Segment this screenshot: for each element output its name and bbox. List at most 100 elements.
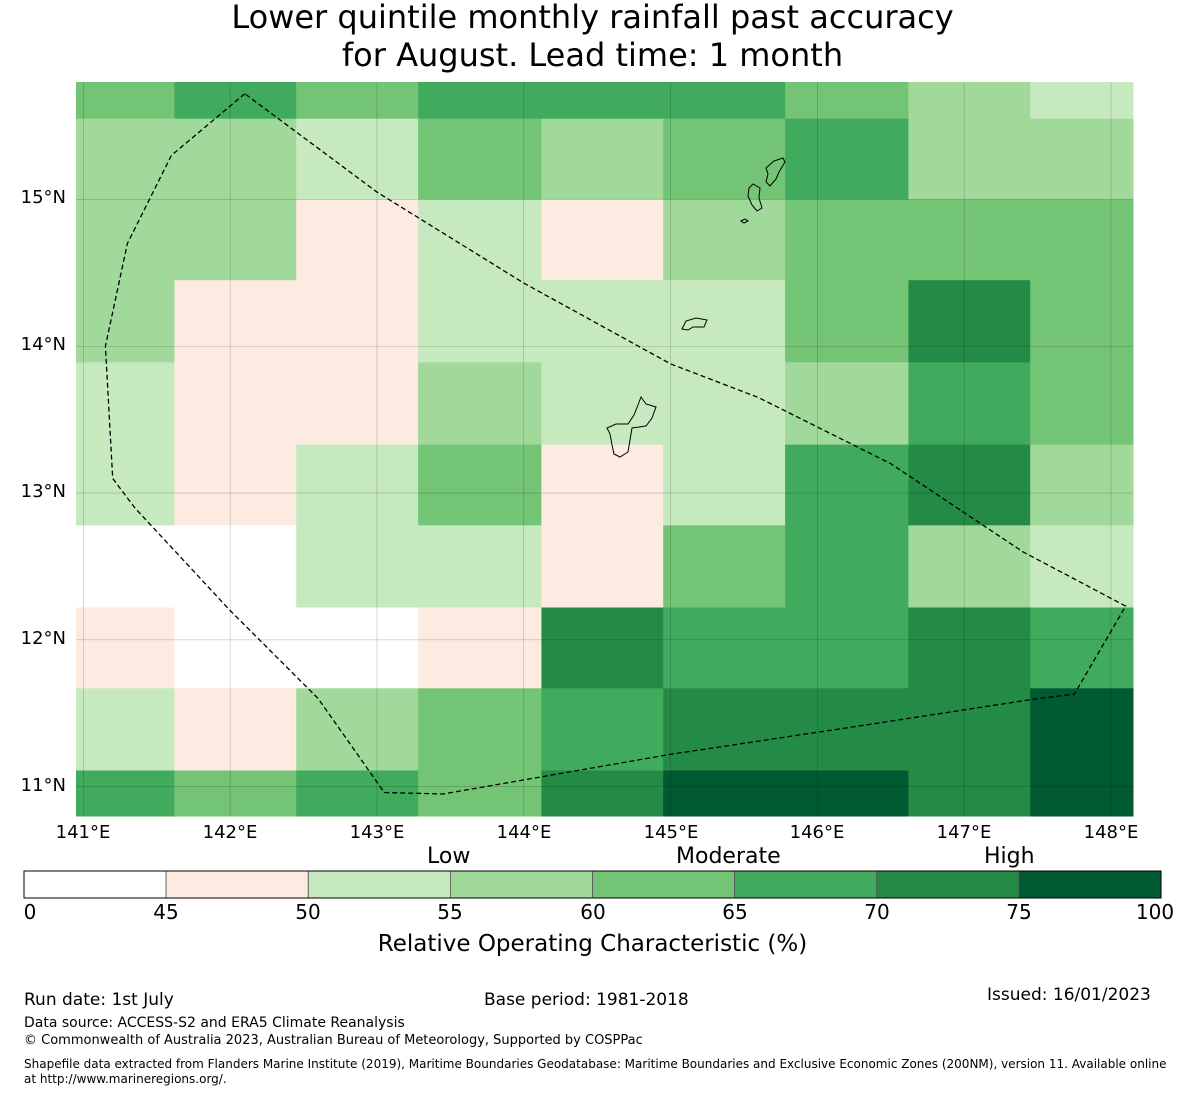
grid-cell <box>908 525 1031 608</box>
grid-cell <box>174 444 297 526</box>
grid-cell <box>1030 118 1134 200</box>
rota-island-shape <box>681 317 708 331</box>
grid-cell <box>1030 280 1134 363</box>
legend-swatch <box>734 870 878 899</box>
grid-cell <box>1030 199 1134 281</box>
grid-cell <box>174 82 297 120</box>
islands-outline <box>606 157 786 458</box>
legend-swatch <box>165 870 309 899</box>
grid-cell <box>296 525 419 608</box>
grid-cell <box>174 280 297 363</box>
grid-cell <box>418 280 542 363</box>
grid-cell <box>418 525 542 608</box>
legend-tick-label: 70 <box>864 900 890 924</box>
legend-swatch <box>449 870 593 899</box>
grid-cell <box>908 770 1031 817</box>
grid-cell <box>908 118 1031 200</box>
grid-cell <box>908 199 1031 281</box>
legend-swatch <box>876 870 1020 899</box>
grid-cell <box>785 770 909 817</box>
grid-cell <box>1030 525 1134 608</box>
grid-cell <box>174 118 297 200</box>
grid-cell <box>785 280 909 363</box>
grid-cell <box>785 688 909 771</box>
grid-cell <box>663 82 786 120</box>
guam-island-shape <box>606 395 657 458</box>
grid-cell <box>418 770 542 817</box>
grid-cell <box>174 199 297 281</box>
latitude-tick-label: 11°N <box>20 775 66 796</box>
grid-cell <box>663 770 786 817</box>
grid-cell <box>296 607 419 689</box>
map-title-line2: for August. Lead time: 1 month <box>341 36 844 74</box>
longitude-tick-label: 145°E <box>643 822 699 843</box>
grid-cell <box>76 607 175 689</box>
grid-cell <box>296 82 419 120</box>
grid-cell <box>663 118 786 200</box>
grid-cell <box>296 688 419 771</box>
shapefile-credit-line2: at http://www.marineregions.org/. <box>24 1072 227 1086</box>
legend-swatch <box>592 870 736 899</box>
grid-cell <box>908 688 1031 771</box>
grid-cell <box>541 199 664 281</box>
grid-cell <box>1030 362 1134 446</box>
longitude-tick-label: 146°E <box>789 822 845 843</box>
grid-cell <box>541 82 664 120</box>
grid-cell <box>785 82 909 120</box>
grid-cell <box>174 362 297 446</box>
grid-cell <box>1030 607 1134 689</box>
copyright-notice: © Commonwealth of Australia 2023, Austra… <box>24 1033 643 1048</box>
grid-cell <box>785 607 909 689</box>
legend-tick-label: 55 <box>437 900 463 924</box>
grid-cell <box>908 82 1031 120</box>
grid-cell <box>541 607 664 689</box>
grid-cell <box>1030 444 1134 526</box>
grid-cell <box>908 362 1031 446</box>
latitude-tick-label: 14°N <box>20 334 66 355</box>
longitude-tick-label: 142°E <box>202 822 258 843</box>
base-period: Base period: 1981-2018 <box>484 990 689 1010</box>
data-source: Data source: ACCESS-S2 and ERA5 Climate … <box>24 1015 405 1031</box>
grid-cell <box>908 444 1031 526</box>
grid-cell <box>296 118 419 200</box>
grid-cell <box>418 444 542 526</box>
legend-tick-label: 60 <box>580 900 606 924</box>
longitude-tick-label: 148°E <box>1083 822 1139 843</box>
grid-cell <box>1030 688 1134 771</box>
aguijan-island-shape <box>740 218 749 224</box>
grid-cell <box>76 770 175 817</box>
grid-cell <box>1030 770 1134 817</box>
legend-frame <box>23 870 1162 899</box>
grid-cell <box>174 770 297 817</box>
legend-tick-label: 75 <box>1006 900 1032 924</box>
legend-tick-label: 65 <box>722 900 748 924</box>
map-title-line1: Lower quintile monthly rainfall past acc… <box>231 0 954 36</box>
run-date: Run date: 1st July <box>24 990 174 1010</box>
roc-grid-cells <box>76 82 1134 817</box>
grid-cell <box>541 362 664 446</box>
latitude-tick-label: 15°N <box>20 187 66 208</box>
shapefile-credit-line1: Shapefile data extracted from Flanders M… <box>24 1057 1167 1071</box>
grid-cell <box>174 688 297 771</box>
legend-tick-label: 100 <box>1135 900 1175 924</box>
grid-cell <box>908 607 1031 689</box>
legend-colorbar <box>23 870 1162 899</box>
latitude-tick-label: 12°N <box>20 628 66 649</box>
latitude-tick-label: 13°N <box>20 481 66 502</box>
legend-swatch <box>307 870 451 899</box>
grid-cell <box>296 280 419 363</box>
eez-boundary-line <box>104 93 1127 795</box>
grid-cell <box>541 118 664 200</box>
grid-cell <box>785 118 909 200</box>
grid-cell <box>418 607 542 689</box>
grid-cell <box>418 118 542 200</box>
grid-cell <box>1030 82 1134 120</box>
grid-cell <box>663 280 786 363</box>
grid-cell <box>663 362 786 446</box>
longitude-tick-label: 143°E <box>349 822 405 843</box>
grid-cell <box>908 280 1031 363</box>
legend-swatch <box>1018 870 1162 899</box>
grid-cell <box>76 82 175 120</box>
grid-cell <box>76 688 175 771</box>
